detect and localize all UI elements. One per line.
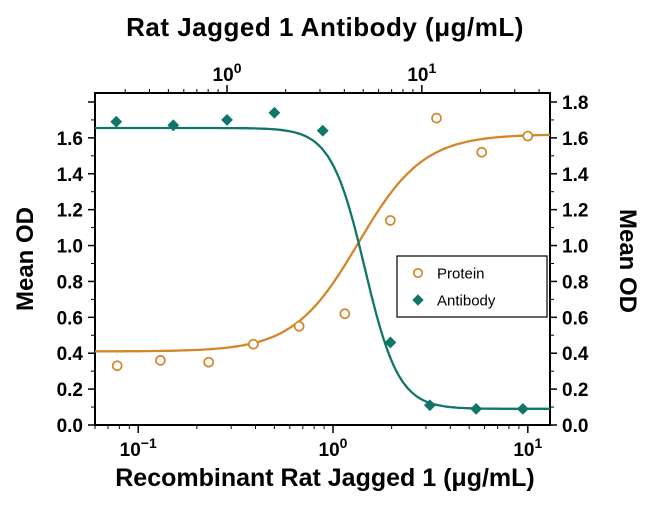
- legend-label-antibody: Antibody: [437, 293, 496, 310]
- x-decade-label-bottom: 10−1: [120, 435, 157, 461]
- y-tick-label-right: 0.2: [562, 380, 588, 401]
- protein-point: [476, 146, 488, 158]
- antibody-point: [221, 114, 233, 126]
- y-tick-label-left: 0.8: [57, 272, 83, 293]
- y-tick-label-right: 0.6: [562, 308, 588, 329]
- y-tick-label-left: 1.4: [57, 165, 84, 186]
- y-tick-label-right: 0.4: [562, 344, 589, 365]
- legend-box: [396, 255, 548, 318]
- y-tick-label-left: 1.0: [57, 237, 83, 258]
- y-axis-title-left: Mean OD: [12, 206, 39, 312]
- protein-point: [111, 360, 123, 372]
- x-axis-title: Recombinant Rat Jagged 1 (μg/mL): [115, 464, 535, 492]
- y-tick-label-left: 0.6: [57, 308, 83, 329]
- protein-point: [293, 320, 305, 332]
- antibody-point: [384, 336, 397, 349]
- antibody-point: [516, 402, 529, 415]
- protein-curve: [94, 133, 550, 353]
- legend-marker-antibody: [412, 294, 424, 306]
- y-tick-label-left: 1.6: [57, 129, 83, 150]
- y-axis-title-right: Mean OD: [614, 208, 641, 314]
- chart-title: Rat Jagged 1 Antibody (μg/mL): [126, 12, 524, 42]
- protein-point: [431, 112, 442, 124]
- x-decade-label-bottom: 101: [513, 435, 542, 461]
- legend-marker-protein: [412, 267, 424, 279]
- y-tick-label-right: 1.2: [562, 201, 588, 222]
- legend-label-protein: Protein: [437, 266, 485, 283]
- protein-point: [248, 338, 259, 350]
- antibody-point: [167, 119, 180, 132]
- y-tick-label-left: 0.0: [57, 416, 83, 437]
- y-tick-label-right: 1.0: [562, 237, 588, 258]
- protein-point: [522, 130, 534, 142]
- x-decade-label-top: 100: [213, 60, 242, 86]
- y-tick-label-left: 1.2: [57, 201, 83, 222]
- antibody-point: [110, 115, 123, 128]
- antibody-point: [316, 124, 329, 137]
- y-tick-label-right: 1.6: [562, 129, 588, 150]
- x-decade-label-bottom: 100: [319, 435, 348, 461]
- plot-box: [94, 92, 551, 426]
- antibody-point: [268, 106, 281, 119]
- y-tick-label-left: 0.4: [57, 344, 84, 365]
- x-decade-label-top: 101: [407, 60, 436, 86]
- y-tick-label-left: 0.2: [57, 380, 83, 401]
- protein-point: [385, 215, 396, 226]
- antibody-point: [470, 402, 483, 415]
- y-tick-label-right: 0.8: [562, 272, 588, 293]
- protein-point: [203, 356, 215, 368]
- y-tick-label-right: 1.8: [562, 93, 588, 114]
- protein-point: [155, 355, 166, 366]
- y-tick-label-right: 0.0: [562, 416, 588, 437]
- antibody-point: [423, 399, 436, 412]
- y-tick-label-right: 1.4: [562, 165, 589, 186]
- protein-point: [339, 308, 351, 320]
